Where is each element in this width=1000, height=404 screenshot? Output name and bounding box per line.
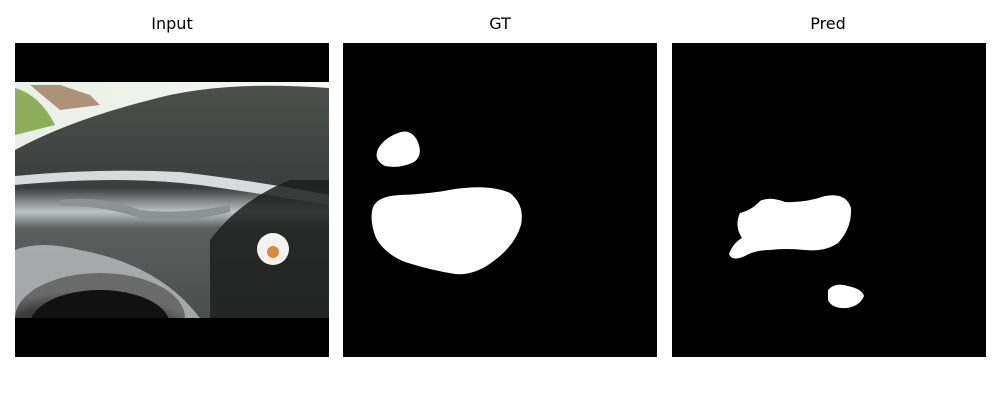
panel-title: Pred — [810, 14, 846, 33]
panel-title: Input — [151, 14, 192, 33]
gt-mask — [343, 43, 657, 357]
input-image — [15, 43, 329, 357]
panel-title: GT — [489, 14, 511, 33]
pred-mask — [672, 43, 986, 357]
